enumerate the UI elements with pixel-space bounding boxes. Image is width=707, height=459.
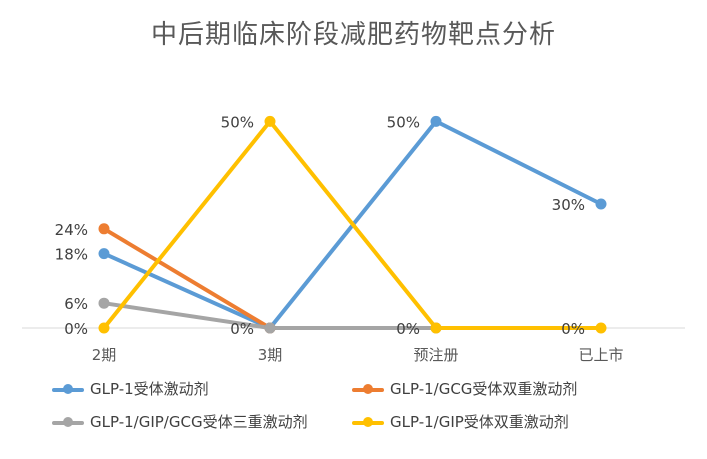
legend-item-series-2: GLP-1/GCG受体双重激动剂 — [352, 378, 577, 399]
legend-label: GLP-1/GIP/GCG受体三重激动剂 — [90, 413, 308, 431]
legend-item-series-4: GLP-1/GIP受体双重激动剂 — [352, 411, 569, 432]
series-4-point — [595, 322, 607, 334]
series-3-point — [98, 297, 110, 309]
series-4-point — [264, 115, 276, 127]
legend-swatch-icon — [52, 383, 84, 395]
series-1-point — [595, 198, 607, 210]
chart-title: 中后期临床阶段减肥药物靶点分析 — [150, 20, 556, 50]
x-tick-label: 2期 — [92, 346, 117, 364]
series-3-point — [264, 322, 276, 334]
data-label: 0% — [64, 320, 88, 338]
legend-swatch-icon — [352, 416, 384, 428]
data-label: 50% — [221, 113, 254, 131]
legend-item-series-1: GLP-1受体激动剂 — [52, 378, 209, 399]
data-label: 0% — [396, 320, 420, 338]
series-4-point — [430, 322, 442, 334]
legend-label: GLP-1/GIP受体双重激动剂 — [390, 413, 569, 431]
data-label: 30% — [552, 196, 585, 214]
data-label: 0% — [561, 320, 585, 338]
series-line-4 — [102, 119, 603, 330]
x-tick-label: 预注册 — [413, 346, 458, 364]
legend-label: GLP-1受体激动剂 — [90, 380, 209, 398]
data-label: 50% — [387, 113, 420, 131]
series-1-point — [98, 248, 110, 260]
x-tick-label: 3期 — [258, 346, 283, 364]
data-label: 18% — [55, 246, 88, 264]
legend-swatch-icon — [52, 416, 84, 428]
legend-label: GLP-1/GCG受体双重激动剂 — [390, 380, 578, 398]
legend-swatch-icon — [352, 383, 384, 395]
data-label: 24% — [55, 221, 88, 239]
data-label: 6% — [64, 295, 88, 313]
series-2-point — [98, 223, 110, 235]
data-label: 0% — [230, 320, 254, 338]
series-line-2 — [102, 226, 272, 330]
series-1-point — [430, 115, 442, 127]
legend-item-series-3: GLP-1/GIP/GCG受体三重激动剂 — [52, 411, 308, 432]
x-tick-label: 已上市 — [578, 346, 623, 364]
series-4-point — [98, 322, 110, 334]
